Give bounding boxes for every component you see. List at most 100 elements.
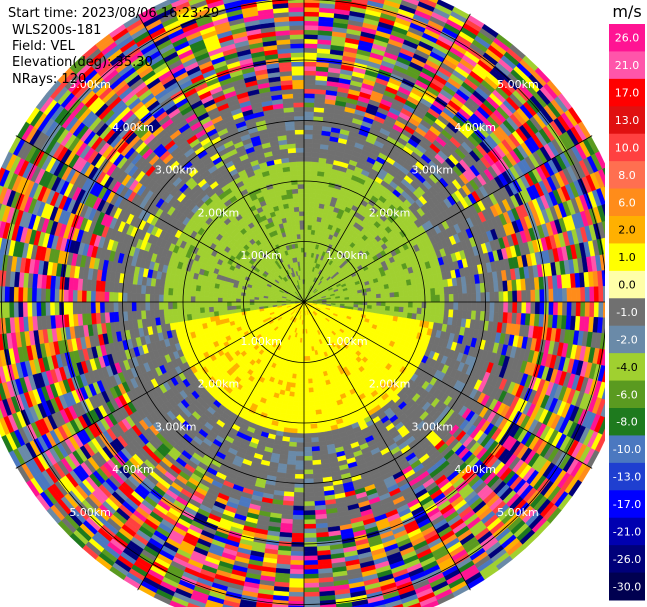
velocity-cell (489, 291, 495, 303)
velocity-cell (444, 294, 450, 303)
velocity-cell (296, 170, 305, 176)
velocity-cell (298, 396, 305, 403)
velocity-cell (407, 307, 414, 314)
velocity-cell (217, 306, 224, 312)
velocity-cell (295, 446, 305, 452)
velocity-cell (227, 309, 233, 315)
velocity-cell (421, 288, 427, 297)
velocity-cell (306, 351, 310, 357)
velocity-cell (371, 301, 377, 307)
velocity-cell (298, 197, 305, 203)
velocity-cell (416, 289, 423, 297)
velocity-cell (303, 424, 311, 430)
velocity-cell (298, 192, 305, 199)
velocity-cell (412, 289, 418, 297)
velocity-cell (308, 382, 314, 389)
velocity-cell (312, 138, 322, 145)
velocity-cell (430, 308, 436, 317)
velocity-cell (303, 387, 309, 394)
velocity-cell (158, 309, 165, 318)
velocity-cell (199, 301, 205, 308)
velocity-cell (394, 291, 400, 298)
velocity-cell (303, 174, 311, 180)
velocity-cell (311, 441, 320, 448)
velocity-cell (303, 115, 314, 121)
velocity-cell (292, 229, 298, 236)
velocity-cell (303, 437, 312, 443)
velocity-cell (299, 369, 305, 375)
velocity-cell (303, 396, 310, 403)
velocity-cell (167, 301, 173, 310)
velocity-cell (485, 292, 491, 303)
velocity-cell (308, 401, 316, 407)
velocity-cell (394, 301, 400, 308)
velocity-cell (167, 287, 174, 296)
velocity-cell (140, 293, 146, 303)
velocity-cell (299, 215, 305, 221)
velocity-cell (297, 415, 305, 421)
velocity-cell (222, 297, 228, 303)
velocity-cell (185, 289, 192, 297)
velocity-cell (466, 301, 473, 312)
velocity-cell (303, 392, 310, 398)
velocity-cell (288, 152, 297, 158)
velocity-cell (312, 459, 322, 466)
velocity-cell (309, 183, 317, 190)
velocity-cell (190, 307, 196, 315)
velocity-cell (295, 460, 305, 466)
velocity-cell (296, 442, 305, 448)
velocity-cell (412, 295, 418, 303)
velocity-cell (303, 120, 314, 126)
velocity-cell (367, 298, 373, 303)
velocity-cell (154, 301, 160, 311)
velocity-cell (190, 289, 196, 297)
velocity-cell (303, 356, 308, 362)
velocity-cell (297, 242, 302, 249)
velocity-cell (290, 216, 296, 222)
velocity-cell (303, 211, 309, 217)
velocity-cell (163, 301, 169, 310)
velocity-cell (154, 286, 160, 295)
velocity-cell (403, 301, 409, 308)
velocity-cell (295, 220, 301, 226)
velocity-cell (231, 305, 237, 310)
velocity-cell (435, 294, 441, 303)
velocity-cell (167, 294, 173, 303)
velocity-cell (299, 211, 305, 217)
velocity-cell (297, 238, 302, 244)
velocity-cell (158, 294, 164, 303)
velocity-cell (293, 392, 300, 398)
velocity-cell (384, 288, 390, 294)
velocity-cell (439, 308, 445, 317)
velocity-cell (303, 142, 313, 149)
velocity-cell (307, 224, 313, 231)
velocity-cell (489, 301, 495, 313)
velocity-cell (296, 165, 305, 171)
velocity-cell (308, 392, 315, 398)
velocity-cell (353, 301, 359, 306)
velocity-cell (294, 478, 305, 484)
velocity-cell (443, 286, 450, 295)
velocity-cell (294, 382, 300, 389)
velocity-cell (222, 301, 228, 307)
velocity-cell (303, 428, 312, 434)
velocity-cell (471, 301, 477, 312)
velocity-cell (154, 293, 160, 303)
velocity-cell (291, 225, 297, 231)
velocity-cell (293, 487, 305, 493)
velocity-cell (310, 165, 319, 172)
velocity-cell (448, 309, 454, 318)
velocity-cell (303, 147, 313, 153)
velocity-cell (185, 301, 191, 309)
velocity-cell (303, 201, 310, 208)
velocity-cell (303, 179, 311, 185)
velocity-cell (303, 170, 312, 176)
velocity-cell (394, 306, 400, 313)
velocity-cell (403, 290, 409, 298)
velocity-cell (303, 360, 308, 366)
velocity-cell (300, 233, 305, 239)
velocity-cell (294, 129, 305, 135)
velocity-cell (296, 433, 305, 439)
velocity-cell (439, 301, 445, 310)
